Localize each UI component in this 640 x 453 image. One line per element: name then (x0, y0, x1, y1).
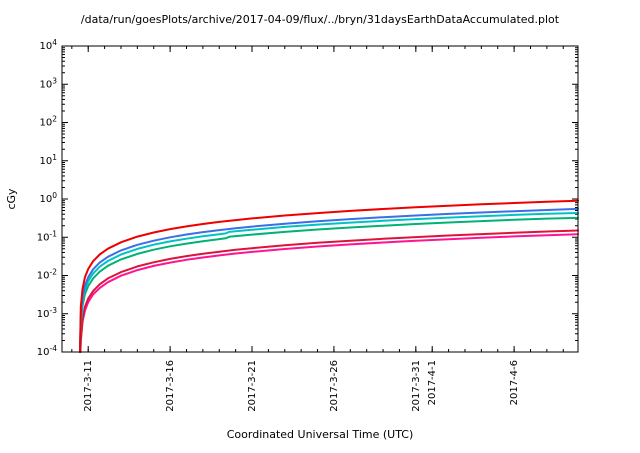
series-line-crimson (79, 229, 579, 353)
x-tick-label: 2017-3-16 (165, 360, 176, 412)
series-line-green (79, 216, 579, 353)
series-line-blue (79, 207, 579, 353)
y-tick-label: 102 (39, 115, 57, 129)
series-line-magenta (79, 233, 579, 353)
series-line-cyan (79, 212, 579, 353)
y-tick-label: 10-3 (37, 306, 57, 320)
y-tick-label: 103 (39, 76, 57, 90)
x-tick-label: 2017-3-26 (329, 360, 340, 412)
series-line-red (79, 199, 579, 353)
x-tick-label: 2017-4-1 (427, 360, 438, 405)
x-tick-label: 2017-3-21 (247, 360, 258, 412)
x-axis-label: Coordinated Universal Time (UTC) (227, 428, 414, 441)
y-tick-label: 104 (39, 38, 57, 52)
y-tick-label: 100 (39, 191, 57, 205)
y-axis-label: cGy (5, 188, 18, 210)
y-tick-label: 10-4 (37, 344, 57, 358)
chart-title: /data/run/goesPlots/archive/2017-04-09/f… (81, 13, 560, 26)
x-tick-label: 2017-3-11 (83, 360, 94, 412)
x-axis-ticks: 2017-3-11 2017-3-16 2017-3-21 2017-3-26 2017… (71, 46, 564, 412)
y-tick-label: 10-2 (37, 268, 57, 282)
x-tick-label: 2017-3-31 (411, 360, 422, 412)
y-axis-ticks: 104 103 102 101 100 10-1 10-2 10-3 10-4 (37, 38, 578, 358)
series-lines (79, 199, 579, 353)
y-tick-label: 10-1 (37, 229, 57, 243)
plot-border (61, 45, 579, 353)
x-tick-label: 2017-4-6 (509, 360, 520, 405)
y-tick-label: 101 (39, 153, 57, 167)
